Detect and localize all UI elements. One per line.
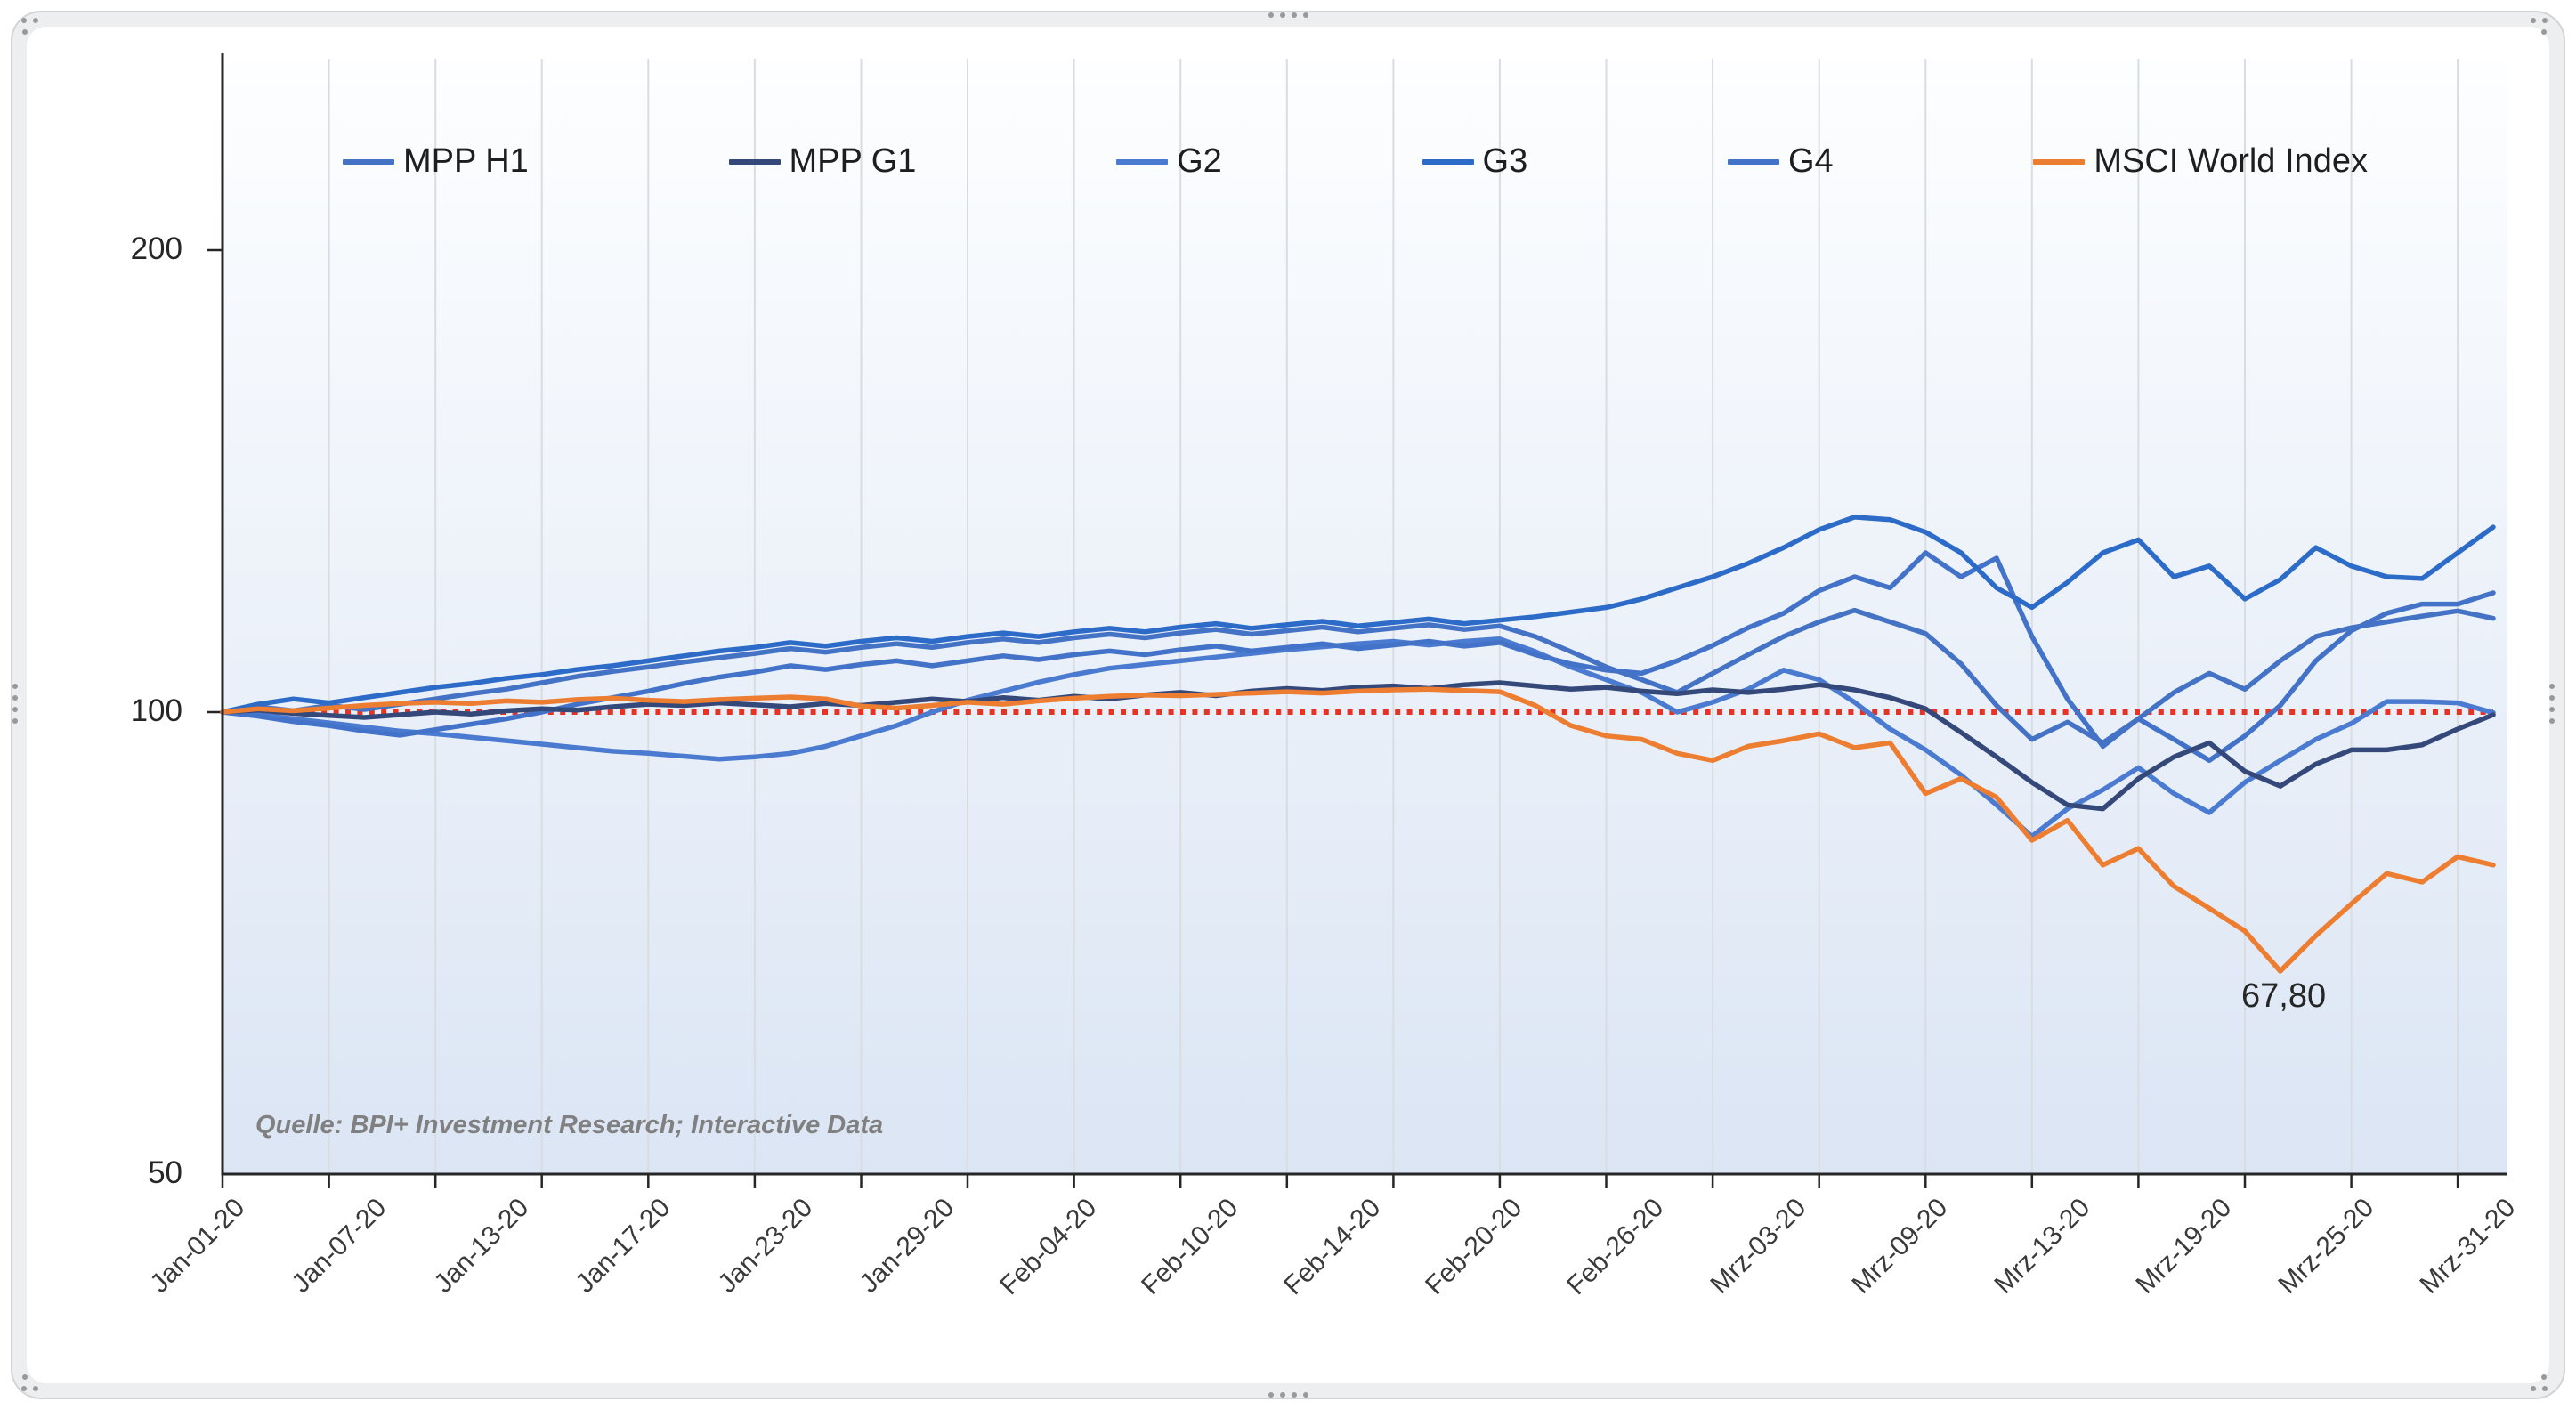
y-axis-label-100: 100 — [130, 693, 182, 728]
grip-dot[interactable] — [1268, 12, 1274, 18]
grip-dot[interactable] — [21, 18, 27, 23]
grip-dot[interactable] — [1303, 1392, 1308, 1398]
legend-item-g4[interactable]: G4 — [1727, 142, 1834, 181]
y-axis-label-200: 200 — [130, 231, 182, 266]
grip-dot[interactable] — [1303, 12, 1308, 18]
legend-swatch — [1116, 158, 1169, 165]
series-line-mpp-g1[interactable] — [220, 680, 2496, 812]
grip-dot[interactable] — [2541, 1374, 2547, 1380]
legend-swatch — [343, 158, 394, 165]
grip-dot[interactable] — [2549, 684, 2555, 689]
legend-item-mpp-h1[interactable]: MPP H1 — [343, 142, 529, 181]
legend-label: MSCI World Index — [2094, 142, 2368, 180]
grip-dot[interactable] — [22, 1374, 28, 1380]
series-line-g2[interactable] — [220, 636, 2496, 839]
source-note[interactable]: Quelle: BPI+ Investment Research; Intera… — [255, 1111, 884, 1139]
legend-label: MPP H1 — [403, 142, 529, 180]
legend-swatch — [2033, 158, 2086, 165]
grip-dot[interactable] — [12, 684, 18, 689]
gridlines — [328, 59, 2459, 1174]
grip-dot[interactable] — [2549, 718, 2555, 724]
grip-dot[interactable] — [1292, 1392, 1297, 1398]
legend-swatch — [728, 158, 781, 165]
grip-dot[interactable] — [1280, 12, 1285, 18]
grip-dot[interactable] — [2541, 29, 2547, 35]
legend-label: G2 — [1177, 142, 1222, 180]
low-point-data-label[interactable]: 67,80 — [2241, 977, 2327, 1015]
grip-dot[interactable] — [2531, 18, 2536, 23]
legend-label: MPP G1 — [789, 142, 917, 180]
series-line-mpp-h1[interactable] — [220, 607, 2496, 746]
legend-label: G4 — [1787, 142, 1834, 180]
grip-dot[interactable] — [1280, 1392, 1285, 1398]
legend-swatch — [1422, 158, 1474, 165]
series-line-msci-world-index[interactable] — [220, 686, 2496, 974]
grip-dot[interactable] — [2549, 695, 2555, 701]
grip-dot[interactable] — [2549, 707, 2555, 712]
legend-label: G3 — [1482, 142, 1528, 180]
grip-dot[interactable] — [2531, 1386, 2536, 1391]
axis-ticks — [207, 248, 2459, 1188]
legend-item-g2[interactable]: G2 — [1116, 142, 1222, 181]
plot-background — [223, 59, 2507, 1174]
grip-dot[interactable] — [12, 718, 18, 724]
grip-dot[interactable] — [2542, 18, 2548, 23]
grip-dot[interactable] — [21, 1386, 27, 1391]
grip-dot[interactable] — [22, 29, 28, 35]
chart-legend: MPP H1 MPP G1 G2 G3 G4 MSCI World Index — [343, 142, 2368, 181]
legend-swatch — [1727, 158, 1779, 165]
legend-item-g3[interactable]: G3 — [1422, 142, 1528, 181]
grip-dot[interactable] — [33, 18, 38, 23]
legend-item-msci-world-index[interactable]: MSCI World Index — [2033, 142, 2368, 181]
grip-dot[interactable] — [1268, 1392, 1274, 1398]
y-axis-label-50: 50 — [148, 1155, 182, 1190]
legend-item-mpp-g1[interactable]: MPP G1 — [728, 142, 917, 181]
grip-dot[interactable] — [12, 695, 18, 701]
grip-dot[interactable] — [2542, 1386, 2548, 1391]
grip-dot[interactable] — [12, 707, 18, 712]
grip-dot[interactable] — [1292, 12, 1297, 18]
series-line-g3[interactable] — [220, 515, 2496, 715]
grip-dot[interactable] — [33, 1386, 38, 1391]
